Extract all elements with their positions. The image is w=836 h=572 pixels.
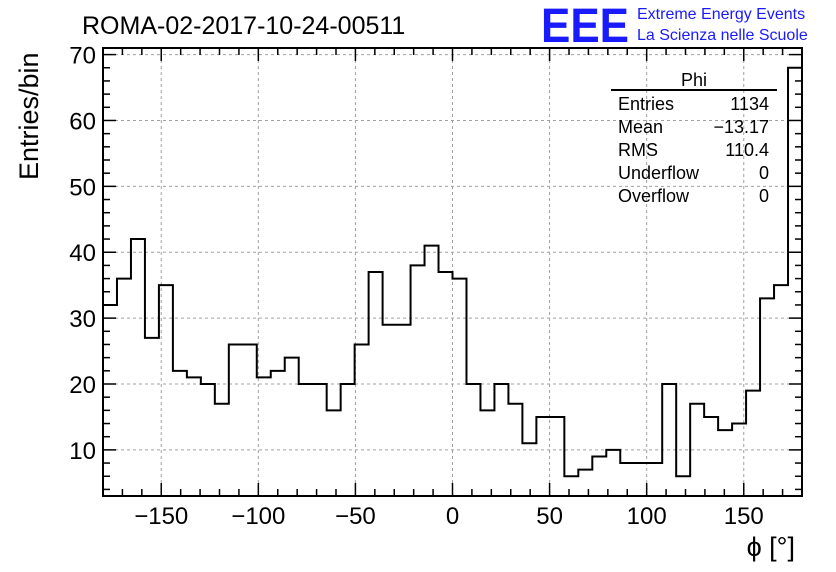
y-tick-label: 50 <box>69 174 96 201</box>
y-tick-label: 40 <box>69 240 96 267</box>
logo-line-2: La Scienza nelle Scuole <box>637 27 808 44</box>
chart-title: ROMA-02-2017-10-24-00511 <box>82 12 405 40</box>
x-tick-label: 150 <box>724 503 764 530</box>
stats-value: −13.17 <box>713 117 769 137</box>
stats-rows: Entries 1134 Mean −13.17 RMS 110.4 Underflow 0 O… <box>618 94 769 206</box>
logo-line-1: Extreme Energy Events <box>637 6 805 23</box>
y-axis-title: Entries/bin <box>14 52 44 180</box>
stats-value: 0 <box>759 186 769 206</box>
axis-ticks <box>102 48 803 496</box>
stats-label: RMS <box>618 140 658 160</box>
x-tick-label: −150 <box>134 503 188 530</box>
stats-value: 110.4 <box>725 140 769 160</box>
stats-value: 1134 <box>730 94 769 114</box>
stats-label: Mean <box>618 117 663 137</box>
y-tick-label: 20 <box>69 372 96 399</box>
stats-label: Underflow <box>618 163 700 183</box>
x-tick-label: −100 <box>231 503 285 530</box>
stats-label: Overflow <box>618 186 690 206</box>
stats-box: Phi Entries 1134 Mean −13.17 RMS 110.4 Underfl… <box>611 70 777 206</box>
eee-logo: EEE Extreme Energy Events La Scienza nel… <box>541 0 808 53</box>
logo-mark: EEE <box>541 0 629 53</box>
y-tick-labels: 10 20 30 40 50 60 70 <box>69 43 96 465</box>
x-tick-label: −50 <box>335 503 376 530</box>
stats-label: Entries <box>618 94 674 114</box>
y-tick-label: 30 <box>69 306 96 333</box>
y-tick-label: 10 <box>69 438 96 465</box>
x-axis-title: ϕ [°] <box>747 532 795 562</box>
x-tick-label: 100 <box>627 503 667 530</box>
y-tick-label: 60 <box>69 108 96 135</box>
histogram-series <box>103 66 802 478</box>
x-tick-labels: −150 −100 −50 0 50 100 150 <box>134 503 764 530</box>
y-tick-label: 70 <box>69 43 96 70</box>
stats-value: 0 <box>759 163 769 183</box>
x-tick-label: 0 <box>446 503 459 530</box>
x-tick-label: 50 <box>536 503 563 530</box>
stats-title: Phi <box>681 70 707 90</box>
